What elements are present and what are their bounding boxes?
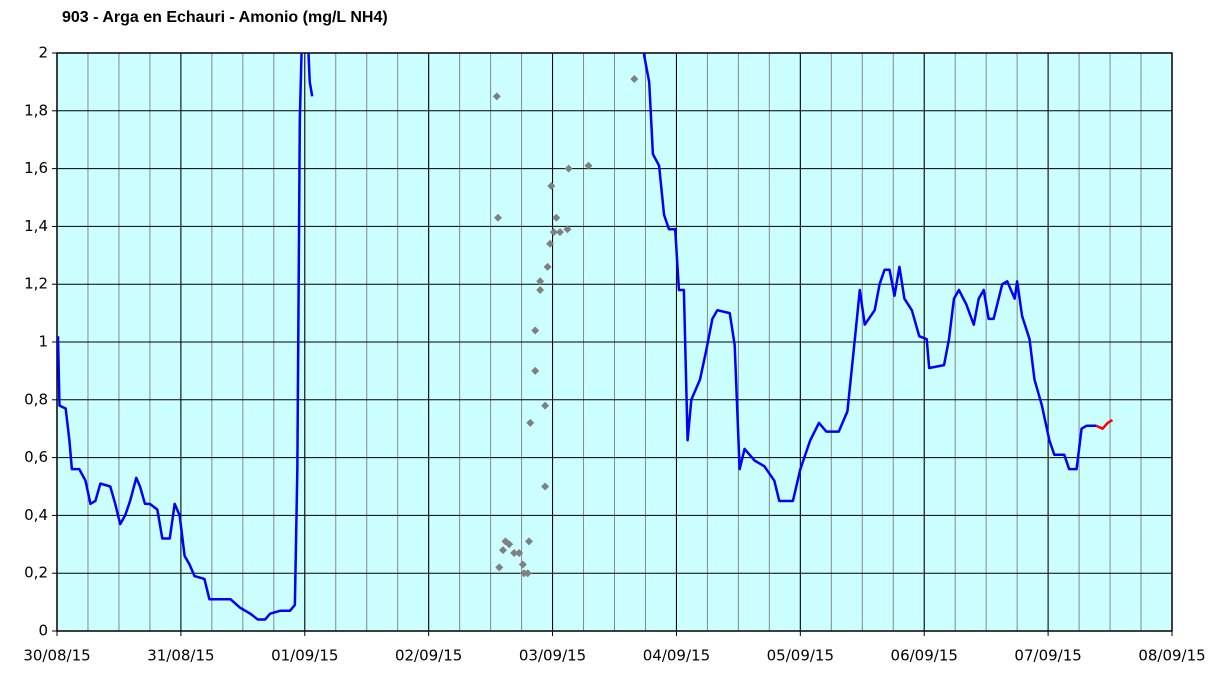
y-tick-label: 0,2 (24, 564, 48, 582)
data-point (546, 239, 555, 248)
data-point (494, 213, 503, 222)
data-point (549, 228, 558, 237)
x-tick-label: 02/09/15 (395, 647, 462, 665)
x-tick-label: 06/09/15 (891, 647, 958, 665)
x-tick-label: 03/09/15 (519, 647, 586, 665)
data-point (526, 418, 535, 427)
data-point (536, 285, 545, 294)
y-tick-label: 1,6 (24, 159, 48, 177)
data-point (555, 228, 564, 237)
data-point (531, 326, 540, 335)
data-point (505, 540, 514, 549)
y-tick-label: 1,8 (24, 101, 48, 119)
y-tick-label: 1 (38, 333, 48, 351)
x-tick-label: 01/09/15 (271, 647, 338, 665)
data-point (495, 563, 504, 572)
data-point (584, 161, 593, 170)
data-point (523, 569, 532, 578)
x-tick-label: 07/09/15 (1014, 647, 1081, 665)
x-tick-label: 31/08/15 (147, 647, 214, 665)
data-point (547, 181, 556, 190)
data-point (510, 548, 519, 557)
chart-title: 903 - Arga en Echauri - Amonio (mg/L NH4… (62, 9, 388, 26)
data-point (531, 366, 540, 375)
data-point (525, 537, 534, 546)
x-tick-label: 05/09/15 (767, 647, 834, 665)
data-point (564, 164, 573, 173)
data-point (518, 560, 527, 569)
y-tick-label: 0 (38, 622, 48, 640)
data-point (552, 213, 561, 222)
data-point (536, 277, 545, 286)
y-tick-label: 1,2 (24, 275, 48, 293)
data-point (630, 75, 639, 84)
data-point (543, 262, 552, 271)
y-tick-label: 0,4 (24, 506, 48, 524)
y-tick-label: 0,6 (24, 448, 48, 466)
data-line (642, 53, 1097, 503)
y-tick-label: 2 (38, 44, 48, 62)
data-point (541, 401, 550, 410)
data-point (492, 92, 501, 101)
y-tick-label: 1,4 (24, 217, 48, 235)
data-line (57, 53, 314, 621)
data-point (515, 548, 524, 557)
x-tick-label: 08/09/15 (1138, 647, 1205, 665)
y-tick-label: 0,8 (24, 390, 48, 408)
data-point (541, 482, 550, 491)
x-tick-label: 04/09/15 (643, 647, 710, 665)
plot-content (57, 53, 1114, 621)
data-line (1095, 418, 1114, 430)
data-point (563, 225, 572, 234)
data-point (499, 546, 507, 555)
x-tick-label: 30/08/15 (23, 647, 90, 665)
